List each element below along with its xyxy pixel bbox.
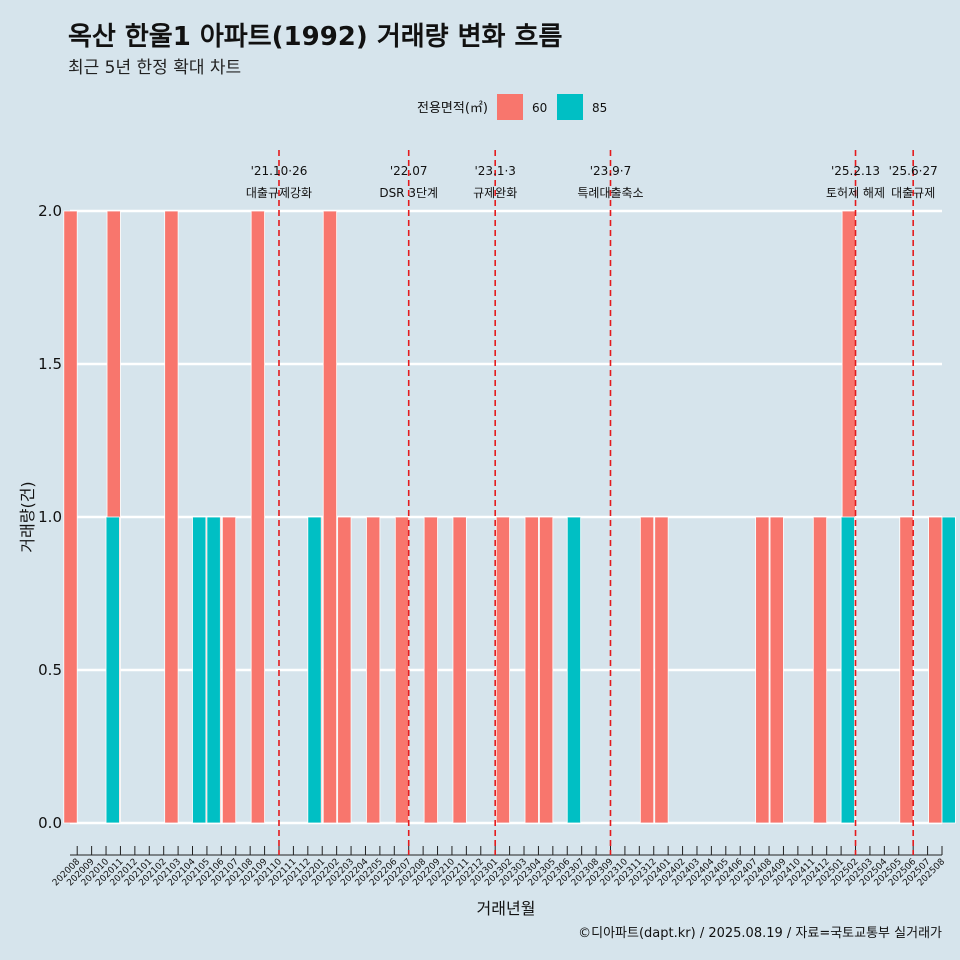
bar-60-202401 <box>654 516 669 824</box>
bar-60-202304 <box>524 516 539 824</box>
bar-60-202202 <box>322 210 338 824</box>
y-tick-label: 0.5 <box>38 661 62 679</box>
bar-85-202010 <box>105 516 120 824</box>
bar-60-202508 <box>928 516 943 824</box>
annotations: '21.10·26 대출규제강화 '22.07 DSR 3단계 '23.1·3 규제완화 '… <box>246 150 938 855</box>
event-date-202309: '23.9·7 <box>590 164 631 178</box>
y-tick-label: 0.0 <box>38 814 62 832</box>
bar-60-202103 <box>164 210 179 824</box>
bar-60-202203 <box>337 516 352 824</box>
y-axis-title: 거래량(건) <box>18 481 37 552</box>
bar-85-202508 <box>941 516 956 824</box>
event-date-202110: '21.10·26 <box>251 164 308 178</box>
legend-swatch-85 <box>557 94 583 120</box>
bar-60-202209 <box>423 516 438 824</box>
event-date-202502: '25.2.13 <box>831 164 880 178</box>
legend: 전용면적(㎡) 60 85 <box>417 94 607 120</box>
bar-60-202205 <box>366 516 381 824</box>
y-tick-label: 1.5 <box>38 355 62 373</box>
y-tick-label: 2.0 <box>38 202 62 220</box>
x-axis: 2020082020092020102020112020122021012021… <box>51 846 947 888</box>
bar-60-202302 <box>495 516 511 824</box>
event-date-202207: '22.07 <box>390 164 428 178</box>
event-label-202301: 규제완화 <box>473 186 517 200</box>
y-axis: 0.0 0.5 1.0 1.5 2.0 <box>38 202 62 832</box>
bar-85-202112 <box>307 516 322 824</box>
legend-label-60: 60 <box>532 101 547 115</box>
bar-60-202408 <box>755 516 770 824</box>
bar-60-202107 <box>221 516 237 824</box>
event-label-202110: 대출규제강화 <box>246 186 312 200</box>
event-label-202309: 특례대출축소 <box>577 186 643 200</box>
legend-swatch-60 <box>497 94 523 120</box>
legend-label-85: 85 <box>592 101 607 115</box>
legend-title: 전용면적(㎡) <box>417 101 488 116</box>
bar-85-202306 <box>566 516 582 824</box>
bars <box>63 210 956 824</box>
bar-60-202312 <box>639 516 655 824</box>
event-label-202502: 토허제 해제 <box>826 186 885 200</box>
bar-85-202104 <box>192 516 207 824</box>
event-label-202207: DSR 3단계 <box>379 186 438 200</box>
source-caption: ©디아파트(dapt.kr) / 2025.08.19 / 자료=국토교통부 실… <box>578 926 942 941</box>
bar-60-202305 <box>539 516 554 824</box>
y-tick-label: 1.0 <box>38 508 62 526</box>
bar-85-202105 <box>206 516 221 824</box>
chart-title: 옥산 한울1 아파트(1992) 거래량 변화 흐름 <box>68 22 563 52</box>
bar-60-202211 <box>452 516 467 824</box>
event-label-202506: 대출규제 <box>891 186 935 200</box>
chart-subtitle: 최근 5년 한정 확대 차트 <box>68 58 242 78</box>
event-date-202506: '25.6·27 <box>889 164 938 178</box>
bar-60-202506 <box>899 516 914 824</box>
event-date-202301: '23.1·3 <box>474 164 515 178</box>
bar-60-202412 <box>812 516 828 824</box>
bar-60-202409 <box>769 516 784 824</box>
bar-60-202207 <box>394 516 410 824</box>
bar-60-202008 <box>63 210 78 824</box>
bar-85-202501 <box>840 516 855 824</box>
bar-60-202109 <box>250 210 265 824</box>
x-axis-title: 거래년월 <box>477 899 536 918</box>
